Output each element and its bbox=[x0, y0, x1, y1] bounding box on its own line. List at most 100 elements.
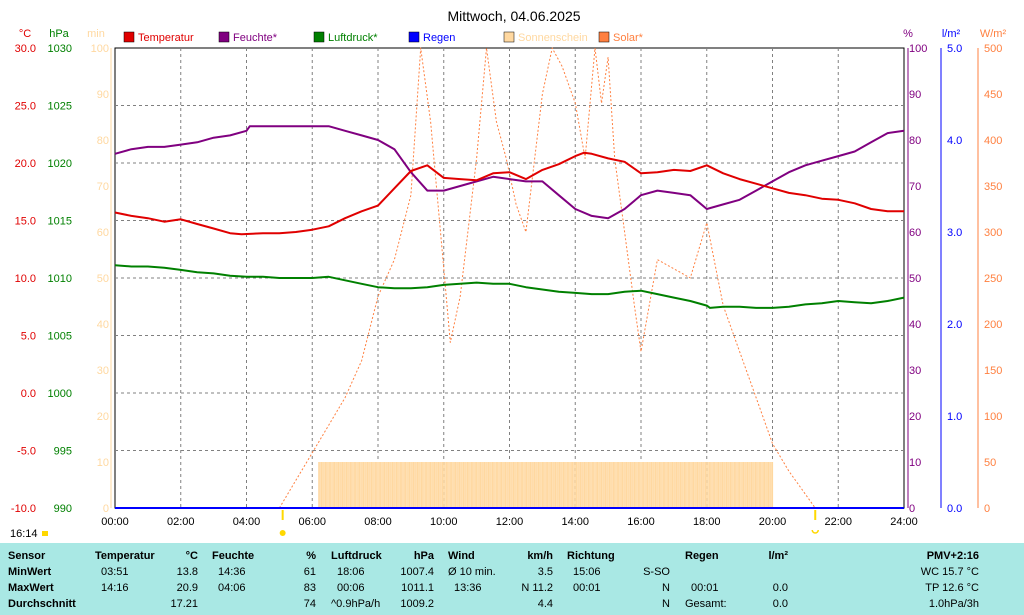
stats-hum-max: 83 bbox=[303, 582, 316, 594]
stats-header-hum: Feuchte bbox=[212, 550, 255, 562]
x-tick-label: 08:00 bbox=[364, 516, 392, 528]
press-tick-label: 1000 bbox=[48, 388, 72, 400]
stats-dir-min: S-SO bbox=[643, 566, 670, 578]
legend-label: Luftdruck* bbox=[328, 32, 378, 44]
hum-tick-label: 70 bbox=[909, 181, 921, 193]
stats-dir-max-time: 00:01 bbox=[573, 582, 601, 594]
rain-tick-label: 4.0 bbox=[947, 135, 962, 147]
stats-panel: Sensor Temperatur °C Feuchte % Luftdruck… bbox=[0, 543, 1024, 615]
hum-tick-label: 50 bbox=[909, 273, 921, 285]
rain-unit: l/m² bbox=[942, 28, 961, 40]
press-tick-label: 1030 bbox=[48, 43, 72, 55]
stats-press-min: 1007.4 bbox=[400, 566, 434, 578]
sun-tick-label: 30 bbox=[97, 365, 109, 377]
hum-unit: % bbox=[903, 28, 913, 40]
temp-tick-label: 10.0 bbox=[15, 273, 36, 285]
sun-tick-label: 60 bbox=[97, 227, 109, 239]
temp-tick-label: 5.0 bbox=[21, 331, 36, 343]
sun-tick-label: 100 bbox=[91, 43, 109, 55]
stats-wind-min-time: Ø 10 min. bbox=[448, 566, 496, 578]
stats-temp-avg: 17.21 bbox=[170, 598, 198, 610]
hum-tick-label: 10 bbox=[909, 457, 921, 469]
sun-markers bbox=[279, 510, 819, 536]
hum-tick-label: 80 bbox=[909, 135, 921, 147]
solar-tick-label: 50 bbox=[984, 457, 996, 469]
sun-tick-label: 80 bbox=[97, 135, 109, 147]
legend-label: Feuchte* bbox=[233, 32, 278, 44]
rain-tick-label: 2.0 bbox=[947, 319, 962, 331]
temp-tick-label: 15.0 bbox=[15, 216, 36, 228]
press-unit: hPa bbox=[49, 28, 69, 40]
temp-unit: °C bbox=[19, 28, 31, 40]
series-layer bbox=[114, 47, 905, 509]
legend-swatch bbox=[123, 31, 135, 43]
press-tick-label: 995 bbox=[54, 446, 72, 458]
stats-dir-max: N bbox=[662, 582, 670, 594]
axis-labels: 30.025.020.015.010.05.00.0-5.0-10.010301… bbox=[11, 43, 1002, 528]
legend-swatch bbox=[598, 31, 610, 43]
solar-tick-label: 250 bbox=[984, 273, 1002, 285]
solar-tick-label: 400 bbox=[984, 135, 1002, 147]
x-tick-label: 24:00 bbox=[890, 516, 918, 528]
solar-tick-label: 350 bbox=[984, 181, 1002, 193]
hum-tick-label: 30 bbox=[909, 365, 921, 377]
stats-press-avg: 1009.2 bbox=[400, 598, 434, 610]
stats-rain-max: 0.0 bbox=[772, 582, 788, 594]
stats-header-temp: Temperatur bbox=[95, 550, 155, 562]
stats-hum-avg: 74 bbox=[303, 598, 316, 610]
solar-tick-label: 450 bbox=[984, 89, 1002, 101]
sun-tick-label: 70 bbox=[97, 181, 109, 193]
stats-header-wind-unit: km/h bbox=[527, 550, 553, 562]
hum-tick-label: 90 bbox=[909, 89, 921, 101]
stats-label-avg: Durchschnitt bbox=[8, 598, 76, 610]
x-tick-label: 04:00 bbox=[233, 516, 261, 528]
stats-press-min-time: 18:06 bbox=[337, 566, 365, 578]
hum-tick-label: 40 bbox=[909, 319, 921, 331]
stats-hum-max-time: 04:06 bbox=[218, 582, 246, 594]
legend-swatch bbox=[408, 31, 420, 43]
solar-tick-label: 150 bbox=[984, 365, 1002, 377]
stats-wind-max: N 11.2 bbox=[521, 582, 553, 594]
rain-tick-label: 3.0 bbox=[947, 227, 962, 239]
legend-label: Sonnenschein bbox=[518, 32, 588, 44]
temp-tick-label: 25.0 bbox=[15, 101, 36, 113]
solar-tick-label: 0 bbox=[984, 503, 990, 515]
stats-wind-min: 3.5 bbox=[537, 566, 553, 578]
stats-header-pmv: PMV+2:16 bbox=[926, 550, 979, 562]
stats-press-max: 1011.1 bbox=[401, 582, 434, 594]
stats-label-max: MaxWert bbox=[8, 582, 54, 594]
legend-swatch bbox=[313, 31, 325, 43]
temp-tick-label: -10.0 bbox=[11, 503, 36, 515]
sun-tick-label: 40 bbox=[97, 319, 109, 331]
stats-extra-tp: TP 12.6 °C bbox=[925, 582, 979, 594]
temp-tick-label: 30.0 bbox=[15, 43, 36, 55]
stats-label-min: MinWert bbox=[8, 566, 52, 578]
stats-temp-max-time: 14:16 bbox=[101, 582, 129, 594]
stats-dir-min-time: 15:06 bbox=[573, 566, 601, 578]
stats-header-sensor: Sensor bbox=[8, 550, 46, 562]
stats-temp-min: 13.8 bbox=[176, 566, 198, 578]
stats-header-press: Luftdruck bbox=[331, 550, 382, 562]
solar-tick-label: 300 bbox=[984, 227, 1002, 239]
x-tick-label: 14:00 bbox=[561, 516, 589, 528]
legend-label: Temperatur bbox=[138, 32, 194, 44]
sunset-icon bbox=[811, 529, 819, 534]
pressure-series-line bbox=[114, 264, 905, 309]
stats-wind-avg: 4.4 bbox=[537, 598, 553, 610]
press-tick-label: 990 bbox=[54, 503, 72, 515]
stats-extra-wc: WC 15.7 °C bbox=[920, 566, 979, 578]
hum-tick-label: 0 bbox=[909, 503, 915, 515]
clock-label: 16:14 bbox=[10, 528, 38, 540]
stats-rain-total: 0.0 bbox=[772, 598, 788, 610]
stats-header-rain-unit: l/m² bbox=[768, 550, 788, 562]
sun-tick-label: 50 bbox=[97, 273, 109, 285]
rain-tick-label: 1.0 bbox=[947, 411, 962, 423]
sun-tick-label: 20 bbox=[97, 411, 109, 423]
stats-extra-trend: 1.0hPa/3h bbox=[928, 598, 979, 610]
weather-chart: Mittwoch, 04.06.2025 °C hPa min % l/m² W… bbox=[10, 8, 1007, 540]
x-tick-label: 22:00 bbox=[824, 516, 852, 528]
press-tick-label: 1020 bbox=[48, 158, 72, 170]
stats-header-temp-unit: °C bbox=[185, 550, 198, 562]
stats-temp-max: 20.9 bbox=[176, 582, 198, 594]
stats-wind-max-time: 13:36 bbox=[454, 582, 482, 594]
